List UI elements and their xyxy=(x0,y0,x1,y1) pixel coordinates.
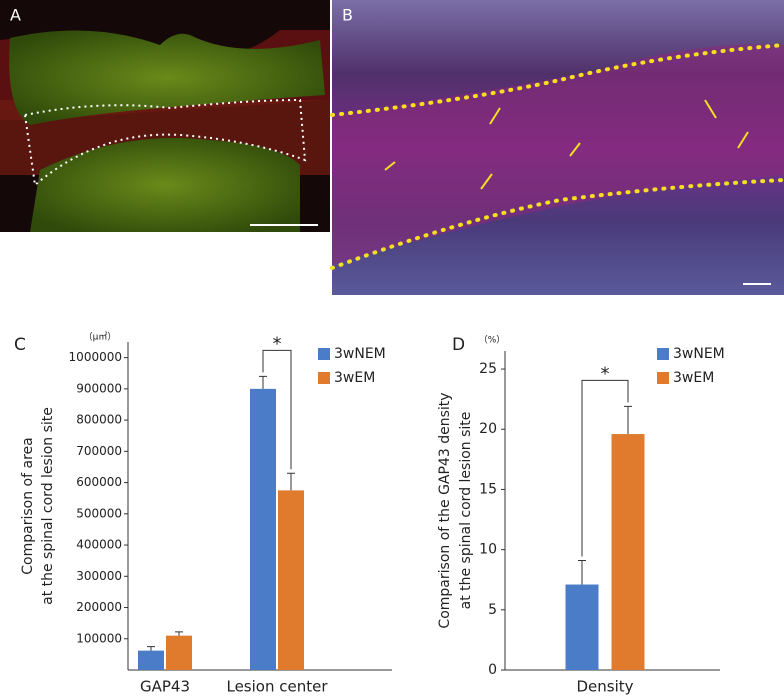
x-tick-label: Lesion center xyxy=(226,678,328,696)
bar xyxy=(611,434,645,670)
y-tick-label: 10 xyxy=(479,542,497,558)
legend-swatch xyxy=(318,372,330,384)
y-tick-label: 20 xyxy=(479,421,497,437)
panel-label: D xyxy=(452,335,465,355)
legend-swatch xyxy=(318,348,330,360)
y-tick-label: 300000 xyxy=(76,569,122,583)
significance-label: * xyxy=(273,333,282,354)
x-tick-label: Density xyxy=(576,678,633,696)
panel-label: C xyxy=(14,335,26,355)
bar xyxy=(278,490,304,670)
error-bar xyxy=(624,405,632,435)
bar xyxy=(166,635,192,670)
y-tick-label: 500000 xyxy=(76,506,122,520)
error-bar xyxy=(259,375,267,389)
y-tick-label: 600000 xyxy=(76,475,122,489)
error-bar xyxy=(578,559,586,585)
significance-bracket xyxy=(581,379,629,557)
y-tick-label: 900000 xyxy=(76,381,122,395)
y-tick-label: 700000 xyxy=(76,444,122,458)
bar xyxy=(565,584,599,670)
unit-label: （μ㎡） xyxy=(84,332,117,343)
y-tick-label: 100000 xyxy=(76,631,122,645)
legend-swatch xyxy=(657,348,669,360)
legend-label: 3wEM xyxy=(334,370,375,386)
y-tick-label: 200000 xyxy=(76,600,122,614)
micrograph-b: B xyxy=(330,0,784,295)
legend-label: 3wEM xyxy=(673,370,714,386)
significance-label: * xyxy=(601,363,610,384)
y-tick-label: 800000 xyxy=(76,413,122,427)
bar xyxy=(138,650,164,670)
bar xyxy=(250,388,276,670)
legend-label: 3wNEM xyxy=(673,346,725,362)
micrograph-a: A xyxy=(0,0,330,232)
y-tick-label: 25 xyxy=(479,361,497,377)
y-axis-title: Comparison of the GAP43 density xyxy=(437,392,453,628)
y-axis-title: at the spinal cord lesion site xyxy=(40,407,56,605)
y-tick-label: 0 xyxy=(488,662,497,678)
y-tick-label: 1000000 xyxy=(69,350,122,364)
y-tick-label: 400000 xyxy=(76,538,122,552)
error-bar xyxy=(147,646,155,651)
y-axis-title: Comparison of area xyxy=(20,437,36,574)
error-bar xyxy=(175,631,183,636)
legend-swatch xyxy=(657,372,669,384)
y-tick-label: 15 xyxy=(479,481,497,497)
y-axis-title: at the spinal cord lesion site xyxy=(458,412,474,610)
unit-label: （%） xyxy=(479,335,506,346)
x-tick-label: GAP43 xyxy=(140,678,190,696)
significance-bracket xyxy=(262,349,292,470)
error-bar xyxy=(287,472,295,491)
legend-label: 3wNEM xyxy=(334,346,386,362)
panel-label: B xyxy=(342,6,353,25)
y-tick-label: 5 xyxy=(488,602,497,618)
panel-label: A xyxy=(10,6,21,25)
